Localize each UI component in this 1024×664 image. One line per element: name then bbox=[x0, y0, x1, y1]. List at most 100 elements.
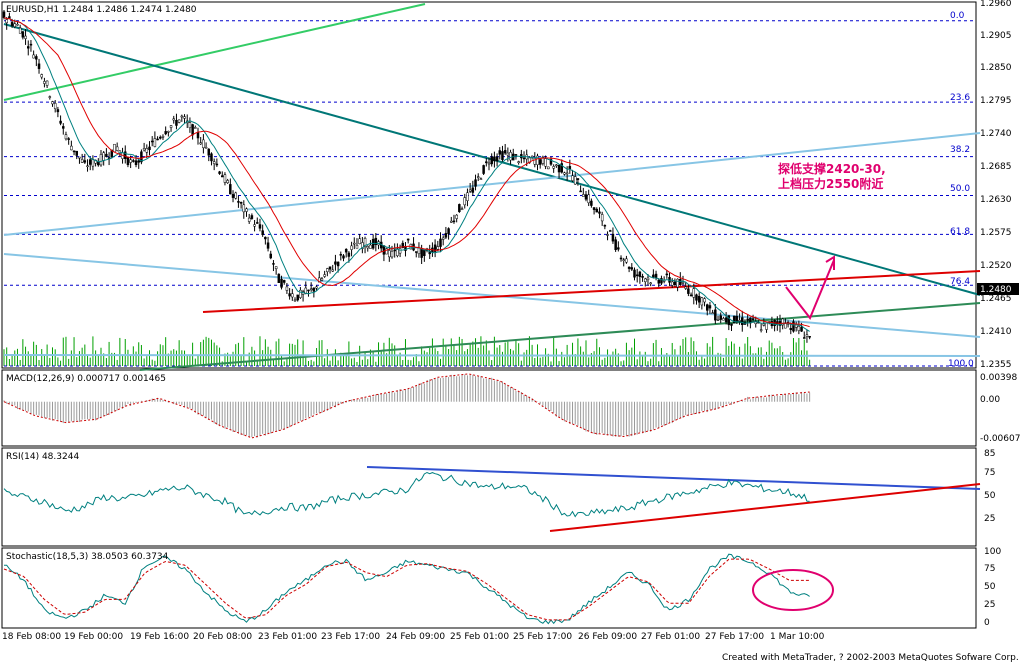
candle-body bbox=[582, 194, 585, 197]
time-label: 25 Feb 01:00 bbox=[450, 632, 509, 642]
candle-body bbox=[272, 263, 275, 265]
candle-body bbox=[401, 242, 405, 248]
macd-plot bbox=[3, 373, 811, 439]
candle-body bbox=[361, 242, 364, 249]
price-label: 1.2740 bbox=[980, 129, 1012, 139]
price-label: 1.2410 bbox=[980, 327, 1012, 337]
candle-body bbox=[239, 202, 243, 204]
candle-body bbox=[557, 164, 561, 173]
candle-body bbox=[334, 261, 337, 265]
candle-body bbox=[16, 23, 19, 26]
candle-body bbox=[797, 326, 801, 331]
candle-body bbox=[498, 150, 502, 155]
candle-body bbox=[735, 315, 739, 322]
fib-label: 38.2 bbox=[950, 145, 970, 155]
candle-body bbox=[573, 176, 577, 185]
time-label: 27 Feb 17:00 bbox=[705, 632, 764, 642]
candle-body bbox=[514, 154, 518, 156]
candle-body bbox=[145, 148, 149, 153]
candle-body bbox=[288, 293, 291, 297]
candle-body bbox=[517, 161, 520, 163]
candle-body bbox=[789, 328, 793, 330]
candle-body bbox=[64, 134, 68, 140]
candle-body bbox=[741, 317, 744, 325]
candle-body bbox=[269, 253, 272, 259]
candle-body bbox=[595, 208, 599, 213]
candle-body bbox=[207, 148, 211, 156]
rsi-axis-label: 85 bbox=[984, 449, 995, 459]
candle-body bbox=[765, 322, 768, 330]
candle-body bbox=[110, 149, 114, 158]
candle-body bbox=[97, 161, 100, 166]
candle-body bbox=[555, 164, 558, 167]
candle-body bbox=[617, 247, 620, 250]
candle-body bbox=[805, 334, 809, 337]
candle-body bbox=[83, 160, 87, 163]
candle-body bbox=[503, 150, 507, 154]
candle-body bbox=[611, 233, 615, 242]
candle-body bbox=[72, 150, 76, 153]
annotation-line-2: 上档压力2550附近 bbox=[778, 176, 883, 191]
time-label: 20 Feb 08:00 bbox=[193, 632, 252, 642]
candle-body bbox=[732, 315, 736, 324]
price-label: 1.2630 bbox=[980, 195, 1012, 205]
candle-body bbox=[727, 315, 731, 326]
candle-body bbox=[318, 277, 321, 283]
candle-body bbox=[781, 318, 784, 326]
candle-body bbox=[388, 250, 391, 258]
stochastic-panel-header: Stochastic(18,5,3) 38.0503 60.3734 bbox=[6, 552, 169, 562]
candle-body bbox=[697, 296, 701, 303]
candle-body bbox=[592, 207, 596, 210]
candle-body bbox=[102, 152, 105, 161]
current-price-label: 1.2480 bbox=[980, 285, 1012, 295]
candle-body bbox=[237, 201, 240, 203]
candle-body bbox=[88, 159, 92, 165]
candle-body bbox=[711, 312, 714, 314]
candle-body bbox=[164, 131, 167, 135]
forecast-arrow-head bbox=[825, 255, 835, 270]
annotation-line-1: 探低支撑2420-30, bbox=[778, 161, 886, 176]
fib-label: 100.0 bbox=[948, 359, 974, 369]
candle-body bbox=[641, 276, 644, 278]
price-label: 1.2795 bbox=[980, 96, 1012, 106]
fast-moving-average bbox=[3, 17, 810, 332]
candle-body bbox=[689, 294, 693, 297]
candle-body bbox=[229, 184, 232, 195]
candle-body bbox=[312, 287, 316, 292]
candle-body bbox=[547, 166, 550, 170]
candle-body bbox=[598, 211, 601, 214]
candle-body bbox=[328, 266, 332, 270]
candle-body bbox=[2, 11, 6, 18]
candle-body bbox=[172, 118, 175, 121]
time-axis: 18 Feb 08:00 19 Feb 00:00 19 Feb 16:00 2… bbox=[2, 632, 825, 642]
macd-panel-header: MACD(12,26,9) 0.000717 0.001465 bbox=[6, 374, 166, 384]
stochastic-plot bbox=[3, 553, 810, 625]
candle-body bbox=[196, 132, 200, 139]
candle-body bbox=[258, 224, 262, 229]
candle-body bbox=[398, 248, 402, 254]
candle-body bbox=[188, 122, 192, 129]
candle-body bbox=[309, 288, 313, 291]
stochastic-axis-label: 0 bbox=[984, 618, 990, 628]
candle-body bbox=[538, 159, 542, 165]
candle-body bbox=[684, 286, 687, 289]
candle-body bbox=[646, 277, 650, 281]
candle-body bbox=[344, 248, 348, 253]
time-label: 19 Feb 00:00 bbox=[64, 632, 123, 642]
candle-body bbox=[336, 261, 340, 267]
candle-body bbox=[390, 250, 394, 258]
candle-body bbox=[579, 190, 582, 193]
candle-body bbox=[476, 176, 480, 178]
candle-body bbox=[800, 326, 803, 332]
candle-body bbox=[673, 281, 677, 285]
candle-body bbox=[485, 161, 488, 164]
fib-label: 23.6 bbox=[950, 93, 970, 103]
candle-body bbox=[202, 139, 205, 148]
candle-body bbox=[703, 298, 706, 303]
candle-body bbox=[183, 116, 186, 119]
candle-body bbox=[13, 23, 17, 27]
candle-body bbox=[32, 54, 35, 59]
candle-body bbox=[533, 158, 537, 165]
trend-lines bbox=[3, 3, 981, 532]
lightblue-lower-channel bbox=[3, 253, 981, 338]
